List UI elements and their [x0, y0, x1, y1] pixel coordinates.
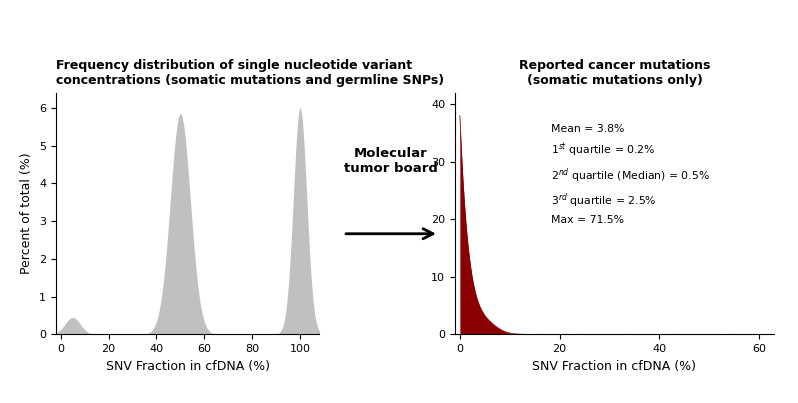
Point: [558, 331, 571, 337]
Point: [555, 330, 568, 337]
Point: [535, 331, 548, 337]
Point: [618, 331, 630, 338]
Point: [674, 331, 686, 338]
Point: [543, 330, 555, 337]
Point: [762, 330, 775, 337]
Point: [701, 331, 714, 338]
Point: [605, 331, 618, 337]
Point: [725, 331, 737, 337]
Point: [537, 331, 550, 337]
Point: [593, 330, 606, 337]
Point: [706, 331, 719, 337]
Point: [551, 331, 564, 337]
Point: [630, 331, 643, 337]
Point: [694, 330, 707, 337]
X-axis label: SNV Fraction in cfDNA (%): SNV Fraction in cfDNA (%): [532, 360, 697, 373]
Point: [538, 331, 551, 337]
Point: [620, 330, 633, 337]
Point: [619, 331, 632, 337]
Point: [638, 331, 650, 338]
Point: [574, 330, 587, 337]
Point: [584, 330, 597, 337]
Y-axis label: Percent of total (%): Percent of total (%): [21, 153, 34, 274]
Point: [760, 331, 772, 338]
Point: [670, 330, 683, 337]
Title: Reported cancer mutations
(somatic mutations only): Reported cancer mutations (somatic mutat…: [519, 59, 710, 87]
Point: [560, 331, 573, 338]
Point: [658, 330, 670, 337]
Point: [597, 331, 610, 338]
Point: [646, 330, 658, 337]
Point: [765, 331, 778, 337]
Text: Mean = 3.8%
1$^{st}$ quartile = 0.2%
2$^{nd}$ quartile (Median) = 0.5%
3$^{rd}$ : Mean = 3.8% 1$^{st}$ quartile = 0.2% 2$^…: [551, 124, 709, 225]
Point: [737, 331, 750, 338]
Point: [531, 331, 544, 337]
Point: [554, 330, 567, 337]
Text: Frequency distribution of single nucleotide variant
concentrations (somatic muta: Frequency distribution of single nucleot…: [56, 59, 444, 87]
Point: [549, 330, 562, 337]
Point: [653, 330, 666, 337]
Point: [572, 330, 585, 337]
Point: [595, 330, 607, 337]
X-axis label: SNV Fraction in cfDNA (%): SNV Fraction in cfDNA (%): [105, 360, 270, 373]
Point: [583, 331, 596, 337]
Point: [618, 331, 631, 337]
Point: [722, 331, 735, 337]
Point: [727, 331, 740, 337]
Point: [650, 331, 662, 338]
Point: [555, 330, 568, 337]
Point: [551, 331, 564, 337]
Point: [574, 331, 587, 338]
Text: Molecular
tumor board: Molecular tumor board: [344, 147, 438, 175]
Point: [617, 331, 630, 338]
Point: [758, 331, 771, 338]
Point: [748, 331, 760, 337]
Point: [670, 331, 683, 338]
Point: [634, 331, 647, 337]
Point: [572, 331, 585, 338]
Point: [673, 331, 685, 337]
Point: [606, 331, 619, 338]
Point: [681, 331, 693, 337]
Point: [689, 331, 701, 337]
Point: [732, 331, 745, 338]
